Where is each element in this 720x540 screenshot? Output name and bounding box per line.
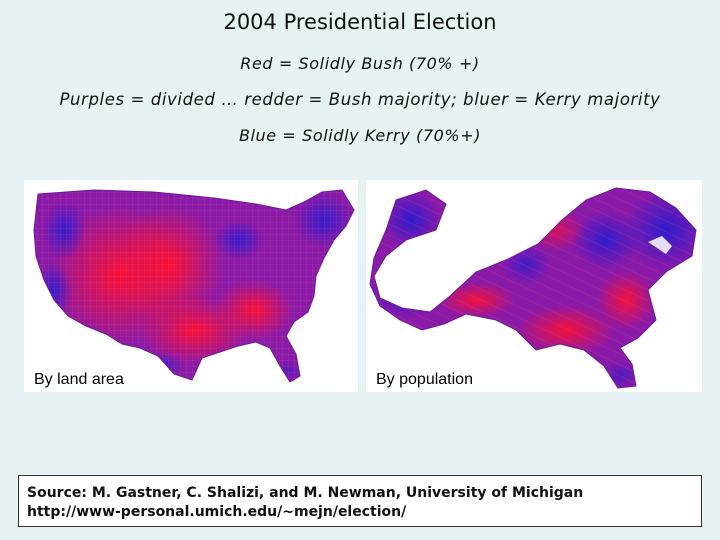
legend-solid-bush: Red = Solidly Bush (70% +) [240,54,480,73]
source-authors: Source: M. Gastner, C. Shalizi, and M. N… [27,485,584,501]
legend-divided: Purples = divided … redder = Bush majori… [59,90,661,109]
source-citation: Source: M. Gastner, C. Shalizi, and M. N… [18,475,702,527]
page-title: 2004 Presidential Election [223,10,497,34]
map-label-land-area: By land area [30,370,128,390]
map-by-land-area: By land area [24,180,358,392]
map-label-population: By population [372,370,477,390]
us-county-map-land [33,189,355,383]
legend-solid-kerry: Blue = Solidly Kerry (70%+) [238,126,482,145]
source-url: http://www-personal.umich.edu/~mejn/elec… [27,504,407,520]
us-cartogram-population [369,187,697,389]
map-by-population: By population [366,180,702,392]
